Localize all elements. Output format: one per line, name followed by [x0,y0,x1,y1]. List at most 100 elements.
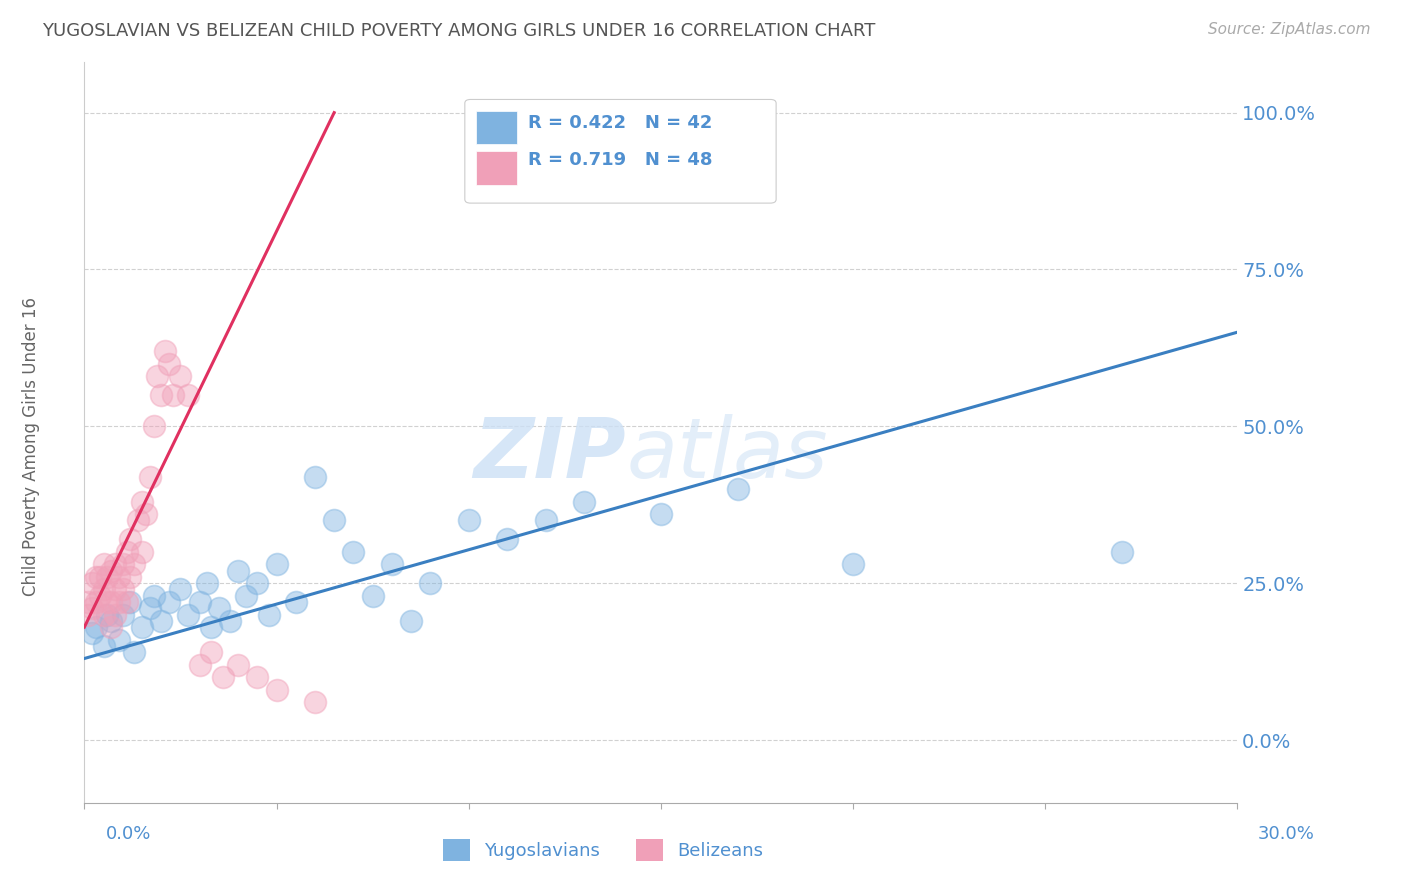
Point [162,388,184,402]
Point [246,670,269,684]
Text: R = 0.719   N = 48: R = 0.719 N = 48 [529,152,713,169]
Point [381,558,404,572]
Text: 30.0%: 30.0% [1258,825,1315,843]
Point [142,589,165,603]
Point [124,645,146,659]
Point [150,388,173,402]
Point [93,639,115,653]
Point [77,595,100,609]
Point [108,595,131,609]
Point [219,614,242,628]
Point [200,620,222,634]
Point [266,682,288,697]
Point [84,620,107,634]
Text: Source: ZipAtlas.com: Source: ZipAtlas.com [1208,22,1371,37]
Point [104,607,127,622]
Point [534,513,557,527]
Point [226,564,249,578]
Point [150,614,173,628]
Point [135,507,157,521]
Point [146,369,169,384]
Point [177,388,200,402]
Point [572,494,595,508]
Point [104,582,127,597]
Point [100,620,122,634]
Point [115,595,138,609]
Point [89,570,111,584]
Point [284,595,307,609]
Point [131,494,153,508]
Point [496,533,519,547]
Point [177,607,200,622]
Point [108,632,131,647]
Point [842,558,865,572]
Point [96,570,118,584]
Text: ZIP: ZIP [474,414,626,495]
Point [342,545,364,559]
Point [100,564,122,578]
Point [111,607,134,622]
Point [84,595,107,609]
Text: 0.0%: 0.0% [105,825,150,843]
Point [124,558,146,572]
Point [200,645,222,659]
Point [208,601,231,615]
Point [77,607,100,622]
Point [304,695,326,709]
Point [115,545,138,559]
Point [304,469,326,483]
FancyBboxPatch shape [477,111,517,144]
Point [120,533,142,547]
Point [80,626,103,640]
Point [399,614,422,628]
Point [138,469,160,483]
Point [188,657,211,672]
Text: Child Poverty Among Girls Under 16: Child Poverty Among Girls Under 16 [22,296,39,596]
Point [138,601,160,615]
Point [96,607,118,622]
Point [89,589,111,603]
Point [131,620,153,634]
Point [169,582,191,597]
Point [93,607,115,622]
Point [650,507,672,521]
Point [361,589,384,603]
Point [84,570,107,584]
Point [169,369,191,384]
Point [93,582,115,597]
Point [80,576,103,591]
Point [266,558,288,572]
Point [1111,545,1133,559]
Point [80,601,103,615]
FancyBboxPatch shape [465,99,776,203]
Point [100,595,122,609]
Point [100,614,122,628]
Point [120,595,142,609]
Point [142,419,165,434]
Point [111,582,134,597]
Point [108,570,131,584]
FancyBboxPatch shape [477,152,517,185]
Point [131,545,153,559]
Point [93,558,115,572]
Point [246,576,269,591]
Point [211,670,233,684]
Point [96,595,118,609]
Point [226,657,249,672]
Point [257,607,280,622]
Point [120,570,142,584]
Point [235,589,257,603]
Point [195,576,218,591]
Point [419,576,441,591]
Point [127,513,149,527]
Point [457,513,479,527]
Text: YUGOSLAVIAN VS BELIZEAN CHILD POVERTY AMONG GIRLS UNDER 16 CORRELATION CHART: YUGOSLAVIAN VS BELIZEAN CHILD POVERTY AM… [42,22,876,40]
Point [111,558,134,572]
Text: R = 0.422   N = 42: R = 0.422 N = 42 [529,114,713,132]
Point [104,558,127,572]
Point [157,595,180,609]
Legend: Yugoslavians, Belizeans: Yugoslavians, Belizeans [436,831,770,868]
Point [323,513,346,527]
Point [157,357,180,371]
Point [188,595,211,609]
